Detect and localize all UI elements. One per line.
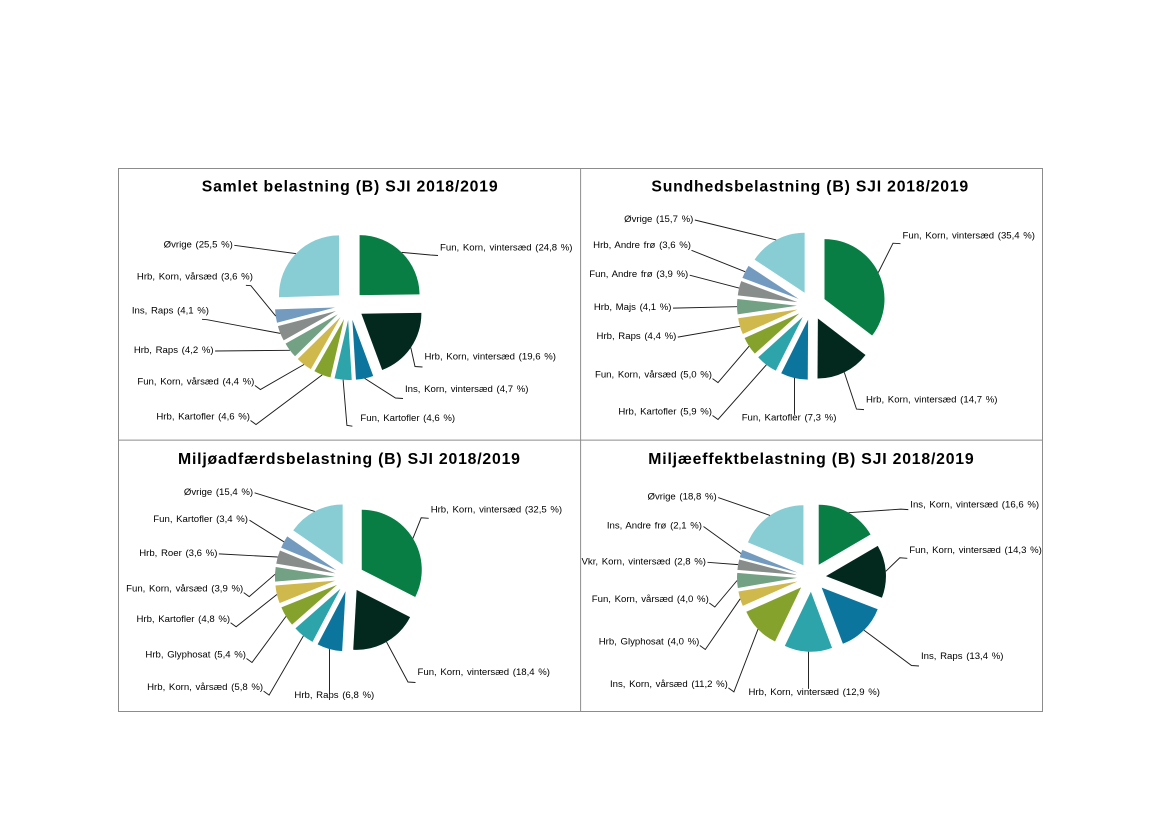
svg-text:Fun, Korn, vintersæd (35,4 %): Fun, Korn, vintersæd (35,4 %) [903,231,1036,242]
svg-text:Hrb, Korn, vårsæd (3,6 %): Hrb, Korn, vårsæd (3,6 %) [137,272,253,283]
svg-text:Ins, Andre frø (2,1 %): Ins, Andre frø (2,1 %) [607,521,702,532]
svg-text:Ins, Korn, vintersæd (16,6 %): Ins, Korn, vintersæd (16,6 %) [910,499,1039,510]
svg-text:Fun, Kartofler (7,3 %): Fun, Kartofler (7,3 %) [742,412,837,423]
svg-text:Øvrige (18,8 %): Øvrige (18,8 %) [648,492,717,503]
svg-text:Ins, Raps (4,1 %): Ins, Raps (4,1 %) [132,306,209,317]
svg-text:Hrb, Majs (4,1 %): Hrb, Majs (4,1 %) [594,302,672,313]
svg-text:Sundhedsbelastning (B) SJI 201: Sundhedsbelastning (B) SJI 2018/2019 [651,179,969,196]
svg-text:Hrb, Korn, vintersæd (14,7 %): Hrb, Korn, vintersæd (14,7 %) [866,395,997,406]
svg-text:Fun, Korn, vintersæd (18,4 %): Fun, Korn, vintersæd (18,4 %) [418,667,551,678]
svg-text:Fun, Korn, vårsæd (3,9 %): Fun, Korn, vårsæd (3,9 %) [126,584,243,595]
svg-text:Miljøadfærdsbelastning (B) SJI: Miljøadfærdsbelastning (B) SJI 2018/2019 [178,451,521,468]
svg-text:Fun, Kartofler (4,6 %): Fun, Kartofler (4,6 %) [360,413,455,424]
svg-text:Hrb, Kartofler (4,6 %): Hrb, Kartofler (4,6 %) [156,412,250,423]
svg-text:Hrb, Raps (4,4 %): Hrb, Raps (4,4 %) [597,331,677,342]
svg-text:Øvrige (15,4 %): Øvrige (15,4 %) [184,487,253,498]
svg-text:Hrb, Raps (4,2 %): Hrb, Raps (4,2 %) [134,345,214,356]
svg-text:Hrb, Glyphosat (5,4 %): Hrb, Glyphosat (5,4 %) [145,650,246,661]
svg-text:Ins, Korn, vårsæd (11,2 %): Ins, Korn, vårsæd (11,2 %) [610,679,728,690]
svg-text:Fun, Andre frø (3,9 %): Fun, Andre frø (3,9 %) [589,269,688,280]
svg-text:Vkr, Korn, vintersæd (2,8 %): Vkr, Korn, vintersæd (2,8 %) [582,556,707,567]
svg-text:Hrb, Roer (3,6 %): Hrb, Roer (3,6 %) [139,548,217,559]
svg-text:Ins, Raps (13,4 %): Ins, Raps (13,4 %) [921,651,1003,662]
svg-text:Hrb, Korn, vintersæd (19,6 %): Hrb, Korn, vintersæd (19,6 %) [425,352,556,363]
svg-text:Miljæeffektbelastning (B) SJI: Miljæeffektbelastning (B) SJI 2018/2019 [648,451,974,468]
svg-text:Hrb, Kartofler (4,8 %): Hrb, Kartofler (4,8 %) [136,614,230,625]
svg-text:Hrb, Glyphosat (4,0 %): Hrb, Glyphosat (4,0 %) [599,637,700,648]
svg-text:Hrb, Korn, vårsæd (5,8 %): Hrb, Korn, vårsæd (5,8 %) [147,682,263,693]
svg-text:Fun, Kartofler (3,4 %): Fun, Kartofler (3,4 %) [153,514,248,525]
svg-text:Fun, Korn, vintersæd (14,3 %): Fun, Korn, vintersæd (14,3 %) [909,545,1042,556]
svg-text:Samlet belastning (B) SJI 2018: Samlet belastning (B) SJI 2018/2019 [202,179,499,196]
svg-text:Fun, Korn, vintersæd (24,8 %): Fun, Korn, vintersæd (24,8 %) [440,243,573,254]
svg-text:Hrb, Kartofler (5,9 %): Hrb, Kartofler (5,9 %) [618,407,712,418]
svg-text:Hrb, Andre frø (3,6 %): Hrb, Andre frø (3,6 %) [593,240,691,251]
svg-text:Fun, Korn, vårsæd (4,0 %): Fun, Korn, vårsæd (4,0 %) [592,594,709,605]
svg-text:Hrb, Korn, vintersæd (32,5 %): Hrb, Korn, vintersæd (32,5 %) [431,504,562,515]
svg-text:Øvrige (15,7 %): Øvrige (15,7 %) [624,214,693,225]
svg-text:Fun, Korn, vårsæd (4,4 %): Fun, Korn, vårsæd (4,4 %) [137,377,254,388]
svg-text:Fun, Korn, vårsæd (5,0 %): Fun, Korn, vårsæd (5,0 %) [595,370,712,381]
svg-text:Hrb, Korn, vintersæd (12,9 %): Hrb, Korn, vintersæd (12,9 %) [749,687,880,698]
svg-text:Hrb, Raps (6,8 %): Hrb, Raps (6,8 %) [294,690,374,701]
svg-text:Ins, Korn, vintersæd (4,7 %): Ins, Korn, vintersæd (4,7 %) [405,384,528,395]
svg-text:Øvrige (25,5 %): Øvrige (25,5 %) [164,239,233,250]
